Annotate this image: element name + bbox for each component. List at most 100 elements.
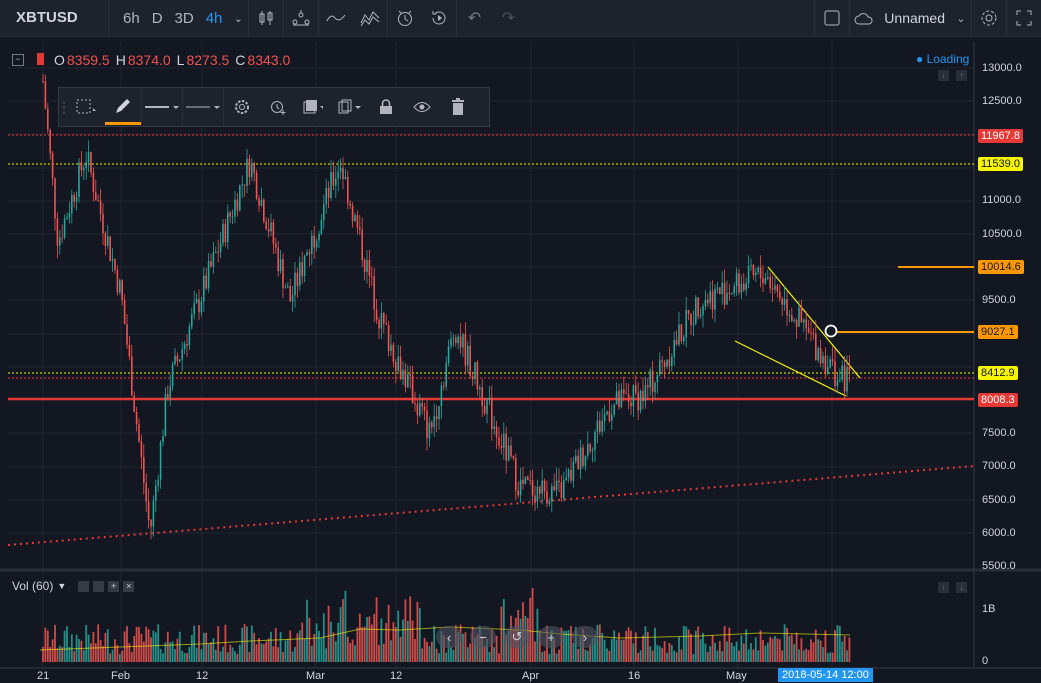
clone-icon[interactable] bbox=[332, 88, 368, 126]
candle-body bbox=[560, 482, 563, 499]
wedge-upper-line[interactable] bbox=[767, 266, 861, 379]
timeframe-4h[interactable]: 4h bbox=[205, 9, 223, 27]
candle-body bbox=[567, 469, 570, 478]
candle-body bbox=[342, 167, 344, 180]
pencil-icon[interactable] bbox=[105, 89, 141, 125]
candle-body bbox=[327, 188, 330, 198]
volume-bar bbox=[740, 635, 743, 662]
volume-bar bbox=[51, 639, 54, 662]
alert-add-icon[interactable] bbox=[260, 88, 296, 126]
volume-bar bbox=[262, 644, 265, 662]
candle-body bbox=[642, 390, 644, 401]
zoom-out-button[interactable]: − bbox=[470, 626, 496, 648]
volume-bar bbox=[174, 649, 176, 662]
volume-bar bbox=[260, 643, 263, 662]
pane-up-icon[interactable]: ↑ bbox=[956, 70, 967, 81]
replay-icon[interactable] bbox=[422, 0, 456, 36]
undo-icon[interactable]: ↶ bbox=[467, 10, 482, 27]
wedge-lower-line[interactable] bbox=[734, 340, 847, 397]
reset-chart-button[interactable]: ↺ bbox=[504, 626, 530, 648]
timeframe-3d[interactable]: 3D bbox=[174, 9, 194, 27]
layout-square-icon[interactable] bbox=[815, 0, 849, 36]
candle-body bbox=[289, 286, 291, 302]
candle-body bbox=[99, 200, 102, 214]
gear-icon[interactable] bbox=[972, 0, 1006, 36]
eye-icon[interactable] bbox=[404, 88, 440, 126]
select-area-icon[interactable] bbox=[69, 88, 105, 126]
candle-body bbox=[795, 319, 798, 327]
volume-bar bbox=[121, 650, 124, 662]
price-chart[interactable] bbox=[0, 36, 1041, 683]
alert-clock-icon[interactable] bbox=[388, 0, 422, 36]
scroll-right-button[interactable]: › bbox=[572, 626, 598, 648]
candle-body bbox=[589, 444, 591, 452]
gear-icon[interactable] bbox=[224, 88, 260, 126]
candle-body bbox=[337, 171, 339, 179]
zoom-in-button[interactable]: + bbox=[538, 626, 564, 648]
collapse-icon[interactable]: − bbox=[12, 54, 24, 66]
price-label-10014: 10014.6 bbox=[978, 260, 1024, 274]
layout-name[interactable]: Unnamed bbox=[884, 10, 945, 26]
candles-icon[interactable] bbox=[249, 0, 283, 36]
volume-bar bbox=[829, 652, 832, 662]
symbol-search[interactable]: XBTUSD bbox=[0, 0, 109, 36]
volume-bar bbox=[817, 639, 820, 662]
timeframe-6h[interactable]: 6h bbox=[123, 9, 140, 27]
candle-body bbox=[224, 223, 227, 243]
study-close-icon[interactable]: × bbox=[123, 580, 135, 592]
study-eye-icon[interactable] bbox=[78, 580, 90, 592]
template-icon[interactable] bbox=[296, 88, 332, 126]
compare-icon[interactable] bbox=[284, 0, 318, 36]
candle-body bbox=[83, 168, 85, 171]
volume-bar bbox=[150, 637, 152, 662]
candle-body bbox=[769, 277, 771, 289]
line-style-icon[interactable] bbox=[183, 88, 223, 126]
drag-handle-icon[interactable]: ⋮ bbox=[56, 99, 72, 116]
volume-bar bbox=[793, 644, 796, 662]
candle-body bbox=[109, 236, 111, 261]
pane-down-icon[interactable]: ↓ bbox=[956, 582, 967, 593]
volume-bar bbox=[354, 645, 356, 662]
candle-body bbox=[503, 433, 505, 448]
chevron-down-icon[interactable]: ⌄ bbox=[233, 12, 244, 25]
candle-body bbox=[483, 405, 486, 414]
candle-body bbox=[349, 203, 351, 206]
volume-bar bbox=[368, 616, 371, 662]
lock-icon[interactable] bbox=[368, 88, 404, 126]
chevron-down-icon[interactable]: ▼ bbox=[57, 581, 67, 591]
volume-bar bbox=[798, 649, 800, 662]
financials-icon[interactable] bbox=[353, 0, 387, 36]
candle-body bbox=[373, 276, 375, 310]
volume-bar bbox=[358, 613, 361, 662]
volume-bar bbox=[726, 641, 728, 662]
indicators-icon[interactable] bbox=[319, 0, 353, 36]
volume-bar bbox=[418, 608, 421, 662]
volume-bar bbox=[70, 634, 73, 662]
candle-body bbox=[375, 309, 378, 320]
study-add-icon[interactable]: + bbox=[108, 580, 120, 592]
fullscreen-icon[interactable] bbox=[1007, 0, 1041, 36]
timeframe-d[interactable]: D bbox=[151, 9, 163, 27]
volume-bar bbox=[807, 650, 810, 662]
candle-body bbox=[661, 360, 663, 363]
candle-body bbox=[265, 221, 267, 230]
trash-icon[interactable] bbox=[440, 88, 476, 126]
volume-bar bbox=[555, 653, 558, 662]
candle-body bbox=[690, 313, 692, 325]
candle-body bbox=[467, 345, 469, 366]
study-settings-icon[interactable] bbox=[93, 580, 105, 592]
candle-body bbox=[743, 283, 745, 291]
chevron-down-icon[interactable]: ⌄ bbox=[956, 12, 966, 25]
scroll-left-button[interactable]: ‹ bbox=[436, 626, 462, 648]
volume-bar bbox=[495, 635, 498, 662]
pane-up-icon[interactable]: ↑ bbox=[938, 582, 949, 593]
candle-body bbox=[133, 395, 135, 412]
level-handle[interactable] bbox=[824, 324, 838, 338]
volume-bar bbox=[591, 638, 594, 662]
volume-bar bbox=[234, 651, 236, 662]
line-width-icon[interactable] bbox=[142, 88, 182, 126]
candle-body bbox=[459, 336, 462, 348]
cloud-icon[interactable] bbox=[850, 0, 878, 36]
pane-down-icon[interactable]: ↓ bbox=[938, 70, 949, 81]
candle-body bbox=[786, 299, 788, 316]
